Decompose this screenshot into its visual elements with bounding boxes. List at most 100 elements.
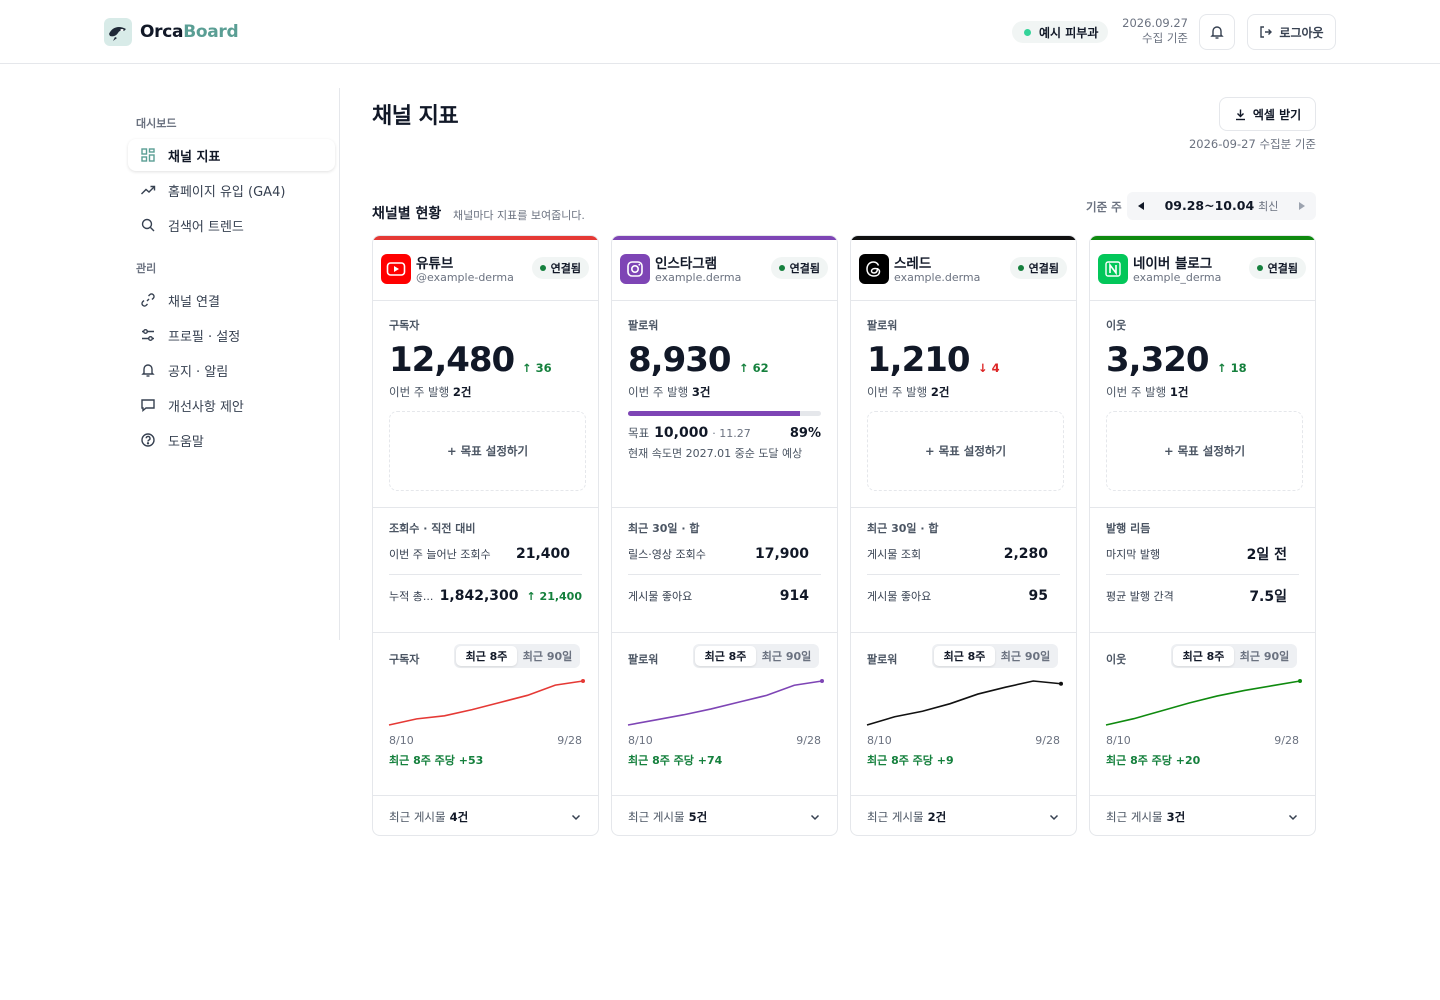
card-accent [1090,236,1315,240]
excel-download-button[interactable]: 엑셀 받기 [1219,97,1316,131]
range-90-days-tab[interactable]: 최근 90일 [1239,650,1290,663]
metric-delta: ↓ 4 [978,361,1000,375]
set-goal-button[interactable]: + 목표 설정하기 [1106,411,1303,491]
stat-value: 7.5일 [1249,589,1287,605]
prev-week-button[interactable] [1127,192,1155,220]
sidebar-item-search-trend[interactable]: 검색어 트렌드 [128,209,335,241]
instagram-icon [620,254,650,284]
metric-delta: ↑ 36 [522,361,552,375]
range-8-weeks-tab[interactable]: 최근 8주 [695,646,756,666]
range-90-days-tab[interactable]: 최근 90일 [761,650,812,663]
threads-icon [859,254,889,284]
connected-label: 연결됨 [1028,262,1059,275]
channel-handle: example_derma [1133,271,1222,284]
status-dot [1024,28,1031,36]
posts-prefix: 이번 주 발행 [867,385,928,399]
goal-progress-bar [628,411,821,416]
sidebar-item-feedback[interactable]: 개선사항 제안 [128,389,335,421]
main-metric-section: 이웃 3,320 ↑ 18 이번 주 발행 1건 + 목표 설정하기 [1090,301,1315,508]
notification-button[interactable] [1199,14,1235,50]
recent-posts-count: 3건 [1166,809,1186,824]
recent-posts-count: 4건 [449,809,469,824]
stats-title: 발행 리듬 [1106,522,1151,535]
channel-name: 스레드 [894,256,932,272]
axis-start-label: 8/10 [628,734,653,747]
metric-value: 8,930 [628,340,732,380]
connected-label: 연결됨 [550,262,581,275]
sidebar-item-help[interactable]: 도움말 [128,424,335,456]
card-header: 스레드 example.derma 연결됨 [851,240,1076,301]
sidebar-item-channel-metrics[interactable]: 채널 지표 [128,139,335,171]
channel-icon [381,254,411,284]
set-goal-label: + 목표 설정하기 [446,444,529,458]
sliders-icon [142,329,154,341]
trend-note: 최근 8주 주당 +20 [1106,754,1201,767]
metric-delta: ↑ 18 [1217,361,1247,375]
posts-count: 2건 [452,385,472,399]
stat-row: 누적 총... 1,842,300 ↑ 21,400 [389,575,582,617]
sparkline-line [866,680,1062,726]
trend-label: 구독자 [389,653,420,666]
range-toggle: 최근 8주 최근 90일 [1171,644,1297,668]
logout-button[interactable]: 로그아웃 [1247,14,1336,50]
naver-blog-icon [1098,254,1128,284]
metric-value: 3,320 [1106,340,1210,380]
range-8-weeks-tab[interactable]: 최근 8주 [934,646,995,666]
goal-eta: 현재 속도면 2027.01 중순 도달 예상 [628,447,803,460]
channel-icon [859,254,889,284]
set-goal-button[interactable]: + 목표 설정하기 [389,411,586,491]
metric-label: 팔로워 [867,319,898,332]
metric-value: 1,210 [867,340,971,380]
collected-note: 2026-09-27 수집분 기준 [1188,137,1316,151]
sparkline-chart [388,679,585,726]
range-90-days-tab[interactable]: 최근 90일 [1000,650,1051,663]
stats-section: 발행 리듬 마지막 발행 2일 전 평균 발행 간격 7.5일 [1090,508,1315,633]
sidebar-item-profile-settings[interactable]: 프로필 · 설정 [128,319,335,351]
recent-posts-toggle[interactable]: 최근 게시물 2건 [851,796,1076,835]
stat-value: 2,280 [1003,545,1048,562]
stat-row: 이번 주 늘어난 조회수 21,400 [389,533,582,575]
recent-posts-toggle[interactable]: 최근 게시물 5건 [612,796,837,835]
posts-this-week: 이번 주 발행 3건 [628,384,710,400]
posts-this-week: 이번 주 발행 1건 [1106,384,1188,400]
top-bar: OrcaBoard 예시 피부과 2026.09.27 수집 기준 로그아웃 [0,0,1440,64]
channel-handle: example.derma [655,271,742,284]
stat-row: 게시물 조회 2,280 [867,533,1060,575]
channel-handle: example.derma [894,271,981,284]
sidebar-item-channel-connect[interactable]: 채널 연결 [128,284,335,316]
stat-value: 914 [779,588,809,604]
stat-value: 2일 전 [1246,546,1287,563]
stat-label: 마지막 발행 [1106,547,1161,561]
app-logo[interactable]: OrcaBoard [104,18,239,46]
sidebar-item-notice[interactable]: 공지 · 알림 [128,354,335,386]
recent-posts-toggle[interactable]: 최근 게시물 3건 [1090,796,1315,835]
stat-row: 게시물 좋아요 95 [867,575,1060,617]
channel-name: 네이버 블로그 [1133,256,1213,272]
range-8-weeks-tab[interactable]: 최근 8주 [1173,646,1234,666]
connected-badge: 연결됨 [531,257,589,279]
range-toggle: 최근 8주 최근 90일 [454,644,580,668]
app-name: OrcaBoard [140,22,239,42]
range-8-weeks-tab[interactable]: 최근 8주 [456,646,517,666]
status-dot [539,265,546,271]
recent-posts-count: 5건 [688,809,708,824]
range-90-days-tab[interactable]: 최근 90일 [522,650,573,663]
sidebar-item-ga4[interactable]: 홈페이지 유입 (GA4) [128,174,335,206]
trend-section: 팔로워 최근 8주 최근 90일 8/10 9/28 최근 8주 주당 +9 [851,633,1076,796]
section-subtitle: 채널마다 지표를 보여줍니다. [453,209,585,222]
recent-posts-toggle[interactable]: 최근 게시물 4건 [373,796,598,835]
stats-section: 최근 30일 · 합 릴스·영상 조회수 17,900 게시물 좋아요 914 [612,508,837,633]
stats-section: 최근 30일 · 합 게시물 조회 2,280 게시물 좋아요 95 [851,508,1076,633]
week-navigator: 09.28~10.04 최신 [1127,192,1316,220]
clinic-badge[interactable]: 예시 피부과 [1012,21,1109,43]
logout-icon [1260,26,1273,38]
orca-icon [104,18,132,46]
range-toggle: 최근 8주 최근 90일 [932,644,1058,668]
axis-end-label: 9/28 [557,734,582,747]
stat-row: 마지막 발행 2일 전 [1106,533,1299,575]
channel-name: 인스타그램 [655,256,718,272]
set-goal-button[interactable]: + 목표 설정하기 [867,411,1064,491]
recent-posts-label: 최근 게시물 [1106,809,1163,824]
sparkline-end-point [581,679,585,683]
next-week-button[interactable] [1288,192,1316,220]
